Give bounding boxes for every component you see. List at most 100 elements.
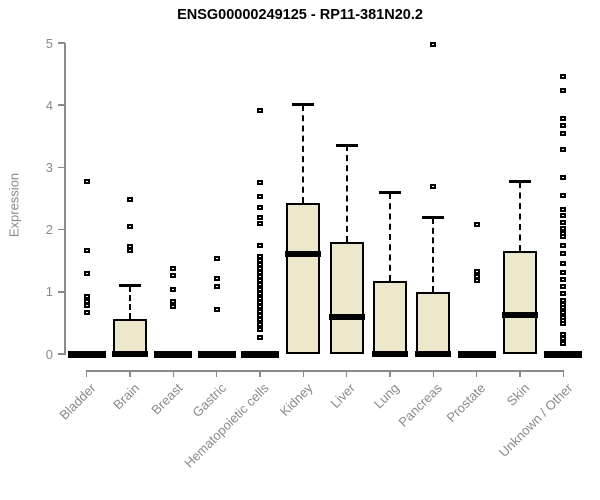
chart-title: ENSG00000249125 - RP11-381N20.2 bbox=[177, 7, 423, 23]
outlier-point bbox=[257, 242, 263, 248]
x-tick-label: Skin bbox=[503, 380, 532, 409]
x-tick-label: Brain bbox=[109, 380, 142, 413]
x-tick-mark bbox=[302, 370, 305, 377]
outlier-point bbox=[213, 284, 220, 290]
x-tick-mark bbox=[345, 370, 348, 377]
median-line bbox=[544, 350, 583, 358]
x-tick-label: Prostate bbox=[443, 380, 489, 426]
outlier-point bbox=[170, 265, 177, 271]
outlier-point bbox=[83, 302, 90, 308]
whisker-cap bbox=[509, 180, 531, 184]
y-tick-label: 3 bbox=[45, 159, 53, 175]
whisker-line bbox=[302, 104, 305, 204]
outlier-point bbox=[127, 248, 133, 254]
median-line bbox=[415, 351, 452, 357]
x-tick-mark bbox=[85, 370, 88, 377]
outlier-point bbox=[430, 184, 437, 190]
y-axis-line bbox=[64, 43, 66, 355]
outlier-point bbox=[257, 308, 263, 314]
outlier-point bbox=[257, 214, 263, 220]
whisker-line bbox=[519, 181, 521, 251]
outlier-point bbox=[170, 272, 177, 278]
outlier-point bbox=[257, 291, 263, 297]
outlier-point bbox=[560, 206, 567, 212]
outlier-point bbox=[473, 269, 480, 275]
y-tick-label: 1 bbox=[45, 284, 53, 300]
x-tick-label: Hematopoietic cells bbox=[181, 380, 272, 471]
outlier-point bbox=[127, 243, 133, 249]
x-tick-mark bbox=[519, 370, 521, 377]
outlier-point bbox=[170, 304, 177, 310]
box bbox=[416, 292, 451, 354]
outlier-point bbox=[560, 243, 567, 249]
whisker-cap bbox=[119, 284, 141, 288]
y-tick-mark bbox=[58, 42, 65, 44]
y-axis-label: Expression bbox=[6, 172, 22, 238]
median-line bbox=[67, 350, 106, 358]
whisker-line bbox=[129, 285, 131, 319]
outlier-point bbox=[560, 331, 567, 337]
outlier-point bbox=[560, 146, 567, 152]
outlier-point bbox=[473, 222, 480, 228]
outlier-point bbox=[560, 213, 567, 219]
outlier-point bbox=[170, 299, 177, 305]
outlier-point bbox=[213, 275, 220, 281]
outlier-point bbox=[257, 273, 263, 279]
x-tick-label: Bladder bbox=[56, 380, 99, 423]
outlier-point bbox=[560, 284, 567, 290]
x-tick-mark bbox=[172, 370, 175, 377]
box bbox=[113, 318, 147, 354]
median-line bbox=[457, 350, 496, 358]
y-tick-mark bbox=[58, 291, 65, 293]
outlier-point bbox=[257, 317, 263, 323]
x-tick-mark bbox=[215, 370, 218, 377]
y-tick-label: 5 bbox=[45, 35, 53, 51]
x-tick-mark bbox=[259, 370, 261, 377]
outlier-point bbox=[257, 326, 263, 332]
median-line bbox=[502, 311, 538, 318]
outlier-point bbox=[560, 321, 567, 327]
outlier-point bbox=[560, 260, 567, 266]
x-tick-label: Kidney bbox=[276, 380, 316, 420]
x-tick-label: Pancreas bbox=[395, 380, 446, 430]
y-tick-label: 4 bbox=[45, 97, 53, 113]
outlier-point bbox=[83, 298, 90, 304]
outlier-point bbox=[213, 307, 220, 313]
outlier-point bbox=[257, 299, 263, 305]
outlier-point bbox=[83, 309, 90, 315]
median-line bbox=[372, 351, 408, 357]
outlier-point bbox=[257, 220, 263, 226]
median-line bbox=[328, 314, 365, 321]
outlier-point bbox=[257, 304, 263, 310]
outlier-point bbox=[257, 295, 263, 301]
outlier-point bbox=[560, 276, 567, 282]
outlier-point bbox=[560, 335, 567, 341]
outlier-point bbox=[560, 340, 567, 346]
outlier-point bbox=[257, 321, 263, 327]
x-tick-mark bbox=[432, 370, 435, 377]
whisker-line bbox=[389, 192, 391, 282]
outlier-point bbox=[560, 290, 567, 296]
outlier-point bbox=[257, 335, 263, 341]
y-tick-mark bbox=[58, 166, 65, 169]
outlier-point bbox=[560, 219, 567, 225]
outlier-point bbox=[560, 174, 567, 180]
outlier-point bbox=[257, 180, 263, 186]
box bbox=[329, 242, 364, 354]
outlier-point bbox=[560, 270, 567, 276]
outlier-point bbox=[170, 286, 177, 292]
x-tick-mark bbox=[562, 370, 565, 377]
median-line bbox=[154, 350, 193, 358]
outlier-point bbox=[473, 273, 480, 279]
box bbox=[286, 203, 321, 354]
whisker-line bbox=[345, 145, 348, 243]
outlier-point bbox=[257, 282, 263, 288]
box bbox=[503, 250, 537, 354]
outlier-point bbox=[83, 270, 90, 276]
outlier-point bbox=[560, 115, 567, 121]
x-tick-label: Breast bbox=[148, 380, 186, 418]
outlier-point bbox=[560, 122, 567, 128]
outlier-point bbox=[560, 192, 567, 198]
whisker-cap bbox=[422, 216, 445, 220]
